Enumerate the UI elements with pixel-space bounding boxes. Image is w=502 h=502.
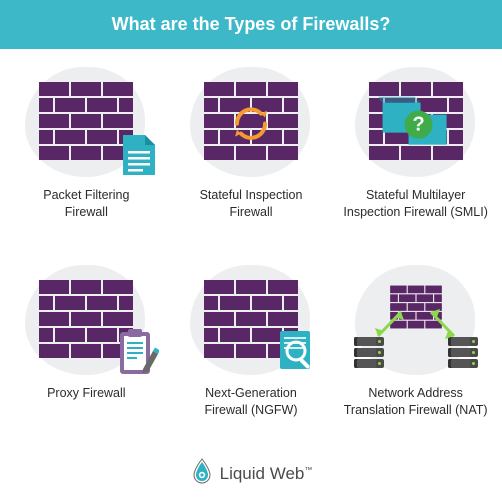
stateful-inspection-icon xyxy=(176,61,326,181)
firewall-type-stateful-inspection: Stateful InspectionFirewall xyxy=(171,57,332,251)
firewall-type-nat: Network AddressTranslation Firewall (NAT… xyxy=(335,255,496,449)
svg-text:?: ? xyxy=(412,114,424,136)
packet-filtering-label: Packet FilteringFirewall xyxy=(41,187,131,221)
smli-icon: ? xyxy=(341,61,491,181)
title-banner: What are the Types of Firewalls? xyxy=(0,0,502,49)
infographic-container: What are the Types of Firewalls? Packet … xyxy=(0,0,502,502)
title-text: What are the Types of Firewalls? xyxy=(112,14,391,34)
brand-text: Liquid Web™ xyxy=(220,464,313,484)
firewall-type-smli: ? Stateful MultilayerInspection Firewall… xyxy=(335,57,496,251)
firewall-type-packet-filtering: Packet FilteringFirewall xyxy=(6,57,167,251)
brand-tm: ™ xyxy=(304,465,312,474)
firewall-type-proxy: Proxy Firewall xyxy=(6,255,167,449)
packet-filtering-icon xyxy=(11,61,161,181)
ngfw-label: Next-GenerationFirewall (NGFW) xyxy=(202,385,299,419)
nat-label: Network AddressTranslation Firewall (NAT… xyxy=(342,385,490,419)
firewall-types-grid: Packet FilteringFirewall Stateful Inspec… xyxy=(0,49,502,449)
brand-name: Liquid Web xyxy=(220,464,305,483)
ngfw-icon xyxy=(176,259,326,379)
droplet-icon xyxy=(190,457,214,490)
smli-label: Stateful MultilayerInspection Firewall (… xyxy=(341,187,490,221)
proxy-icon xyxy=(11,259,161,379)
proxy-label: Proxy Firewall xyxy=(45,385,128,402)
nat-icon xyxy=(341,259,491,379)
footer-brand: Liquid Web™ xyxy=(0,449,502,502)
stateful-inspection-label: Stateful InspectionFirewall xyxy=(198,187,305,221)
firewall-type-ngfw: Next-GenerationFirewall (NGFW) xyxy=(171,255,332,449)
